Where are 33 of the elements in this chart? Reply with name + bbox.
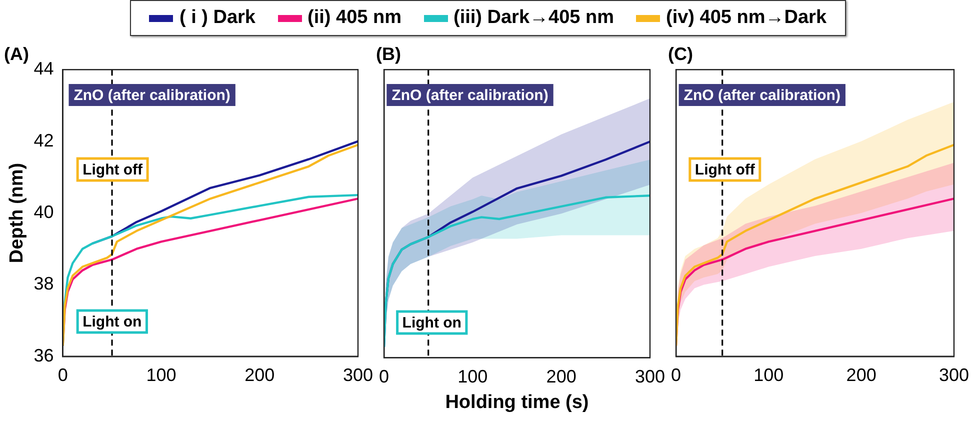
x-tick-label: 200	[846, 365, 876, 386]
x-tick-label: 200	[244, 365, 275, 386]
legend-label: (ii) 405 nm	[308, 7, 402, 29]
chart-title: (C)	[668, 44, 693, 64]
x-tick-label: 300	[938, 365, 970, 386]
legend-label: (iii) Dark→405 nm	[454, 7, 614, 29]
x-tick-label: 0	[671, 365, 682, 386]
y-tick-label: 38	[34, 274, 54, 294]
x-tick-label: 200	[546, 366, 576, 386]
legend-label: (iv) 405 nm→Dark	[666, 7, 827, 29]
x-tick-label: 0	[58, 365, 68, 386]
x-tick-label: 100	[754, 365, 784, 386]
annotation: Light off	[694, 162, 756, 179]
x-tick-label: 300	[342, 365, 374, 386]
y-axis-title: Depth (nm)	[6, 162, 28, 264]
chart-title: (B)	[376, 44, 401, 64]
annotation: Light on	[402, 314, 462, 332]
x-axis-title: Holding time (s)	[445, 392, 589, 413]
x-tick-label: 100	[146, 365, 176, 386]
annotation: ZnO (after calibration)	[74, 87, 230, 104]
annotation: ZnO (after calibration)	[684, 87, 840, 104]
y-tick-label: 42	[34, 130, 54, 150]
chart-title: (A)	[4, 44, 29, 64]
x-tick-label: 300	[634, 366, 666, 386]
y-tick-label: 44	[34, 58, 54, 79]
annotation: ZnO (after calibration)	[392, 87, 548, 104]
annotation: Light off	[82, 162, 144, 179]
y-tick-label: 40	[34, 202, 54, 222]
x-tick-label: 0	[379, 366, 390, 386]
x-tick-label: 100	[458, 366, 488, 386]
legend-label: ( i ) Dark	[179, 7, 256, 29]
y-tick-label: 36	[34, 345, 54, 366]
annotation: Light on	[82, 314, 142, 331]
